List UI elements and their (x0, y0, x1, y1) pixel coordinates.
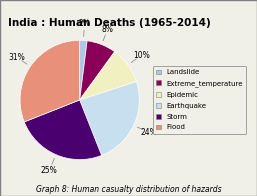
Text: Graph 8: Human casualty distribution of hazards: Graph 8: Human casualty distribution of … (36, 185, 221, 194)
Wedge shape (24, 100, 102, 160)
Text: 2%: 2% (79, 19, 90, 28)
Text: India : Human Deaths (1965-2014): India : Human Deaths (1965-2014) (8, 18, 210, 28)
Wedge shape (20, 40, 80, 122)
Text: 25%: 25% (41, 165, 58, 174)
Text: 24%: 24% (140, 128, 157, 137)
Wedge shape (80, 41, 115, 100)
Text: 31%: 31% (8, 53, 25, 62)
Wedge shape (80, 40, 87, 100)
Text: 10%: 10% (133, 51, 150, 60)
Legend: Landslide, Extreme_temperature, Epidemic, Earthquake, Storm, Flood: Landslide, Extreme_temperature, Epidemic… (153, 66, 246, 134)
Text: 8%: 8% (102, 24, 114, 34)
Wedge shape (80, 52, 136, 100)
Wedge shape (80, 82, 139, 155)
